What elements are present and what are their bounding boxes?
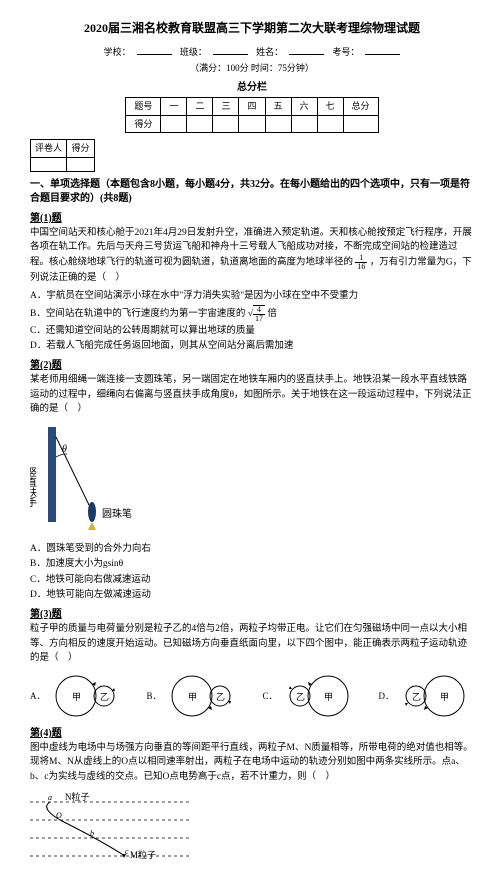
q1-text: 中国空间站天和核心舱于2021年4月29日发射升空，准确进入预定轨道。天和核心舱… [30,226,474,286]
svg-text:甲: 甲 [72,692,81,702]
q1-optb-pre: B．空间站在轨道中的飞行速度约为第一宇宙速度的 [30,309,245,319]
score-label-cell: 得分 [67,140,95,158]
cell [239,115,265,133]
q3-options-row: A． 甲 乙 B． 甲 乙 C． 乙 甲 [30,671,474,721]
q3-opt-b: B． 甲 乙 [146,671,241,721]
cell [265,115,291,133]
n-particle-label: N粒子 [65,791,90,802]
svg-text:乙: 乙 [216,692,225,702]
examno-blank [365,45,400,55]
q3-opt-a: A． 甲 乙 [30,671,126,721]
q2-figure: θ 竖直扶手 圆珠笔 [30,422,474,537]
timing: （满分：100分 时间：75分钟） [30,62,474,75]
opt-label: A． [30,690,46,703]
cell: 总分 [343,97,378,115]
orbit-diagram-a: 甲 乙 [46,671,126,721]
handle-label: 竖直扶手 [30,467,37,508]
fraction-icon: 417 [253,305,265,323]
point-o: O [56,811,62,820]
field-diagram: a O b c N粒子 M粒子 [30,790,190,860]
q3-text: 粒子甲的质量与电荷量分别是粒子乙的4倍与2倍，两粒子均带正电。让它们在匀强磁场中… [30,622,474,665]
cell [213,115,239,133]
exam-title: 2020届三湘名校教育联盟高三下学期第二次大联考理综物理试题 [30,20,474,37]
point-b: b [90,829,94,838]
grader-label: 评卷人 [31,140,67,158]
opt-label: B． [146,690,161,703]
section-1-heading: 一、单项选择题（本题包含8小题，每小题4分，共32分。在每小题给出的四个选项中，… [30,178,474,206]
q3-opt-c: C． 乙 甲 [262,671,357,721]
grader-table: 评卷人 得分 [30,139,95,172]
fraction-icon: 116 [355,254,367,271]
orbit-diagram-d: 乙 甲 [394,671,474,721]
cell [161,115,187,133]
q4-text: 图中虚线为电场中与场强方向垂直的等间距平行直线，两粒子M、N质量相等，所带电荷的… [30,741,474,784]
opt-label: D． [378,690,394,703]
header-fields: 学校： 班级： 姓名： 考号： [30,45,474,59]
q2-opt-c: C．地铁可能向右做减速运动 [30,574,474,587]
opt-label: C． [262,690,277,703]
cell: 七 [317,97,343,115]
svg-text:甲: 甲 [324,692,333,702]
cell: 五 [265,97,291,115]
cell: 一 [161,97,187,115]
cell: 四 [239,97,265,115]
svg-text:甲: 甲 [188,692,197,702]
cell [31,157,67,171]
handle-rect [48,427,56,522]
q1-opt-a: A．宇航员在空间站演示小球在水中"浮力消失实验"是因为小球在空中不受重力 [30,290,474,303]
svg-text:乙: 乙 [412,692,421,702]
cell [187,115,213,133]
examno-label: 考号： [332,47,359,57]
school-label: 学校： [104,47,131,57]
cell: 得分 [126,115,161,133]
svg-text:乙: 乙 [296,692,305,702]
q1-opt-c: C．还需知道空间站的公转周期就可以算出地球的质量 [30,325,474,338]
q1-opt-d: D．若载人飞船完成任务返回地面，则其从空间站分离后需加速 [30,340,474,353]
q3-opt-d: D． 乙 甲 [378,671,474,721]
class-blank [213,45,248,55]
q2-opt-a: A．圆珠笔受到的合外力向右 [30,543,474,556]
cell: 题号 [126,97,161,115]
cell: 二 [187,97,213,115]
q2-opt-d: D．地铁可能向左做减速运动 [30,589,474,602]
svg-text:甲: 甲 [440,692,449,702]
svg-text:乙: 乙 [100,692,109,702]
q1-optb-suf: 倍 [267,309,277,319]
q4-figure: a O b c N粒子 M粒子 [30,790,474,865]
cell [343,115,378,133]
pen-body [88,502,96,522]
q4-number: 第(4)题 [30,727,474,741]
point-a: a [48,793,52,802]
cell: 三 [213,97,239,115]
angle-label: θ [62,444,67,455]
orbit-diagram-c: 乙 甲 [278,671,358,721]
q1-number: 第(1)题 [30,212,474,226]
pen-label: 圆珠笔 [102,507,132,520]
score-table-label: 总分栏 [30,81,474,95]
cell [317,115,343,133]
name-blank [289,45,324,55]
q2-number: 第(2)题 [30,359,474,373]
q2-text: 某老师用细绳一端连接一支圆珠笔，另一端固定在地铁车厢内的竖直扶手上。地铁沿某一段… [30,373,474,416]
class-label: 班级： [180,47,207,57]
q3-number: 第(3)题 [30,608,474,622]
cell [291,115,317,133]
q1-opt-b: B．空间站在轨道中的飞行速度约为第一宇宙速度的 √417 倍 [30,305,474,323]
orbit-diagram-b: 甲 乙 [162,671,242,721]
school-blank [137,45,172,55]
m-particle-label: M粒子 [130,849,156,860]
cell [67,157,95,171]
name-label: 姓名： [256,47,283,57]
q2-opt-b: B．加速度大小为gsinθ [30,558,474,571]
cell: 六 [291,97,317,115]
score-table: 题号 一 二 三 四 五 六 七 总分 得分 [125,97,378,133]
pen-tip [88,522,96,530]
pendulum-diagram: θ 竖直扶手 圆珠笔 [30,422,150,532]
